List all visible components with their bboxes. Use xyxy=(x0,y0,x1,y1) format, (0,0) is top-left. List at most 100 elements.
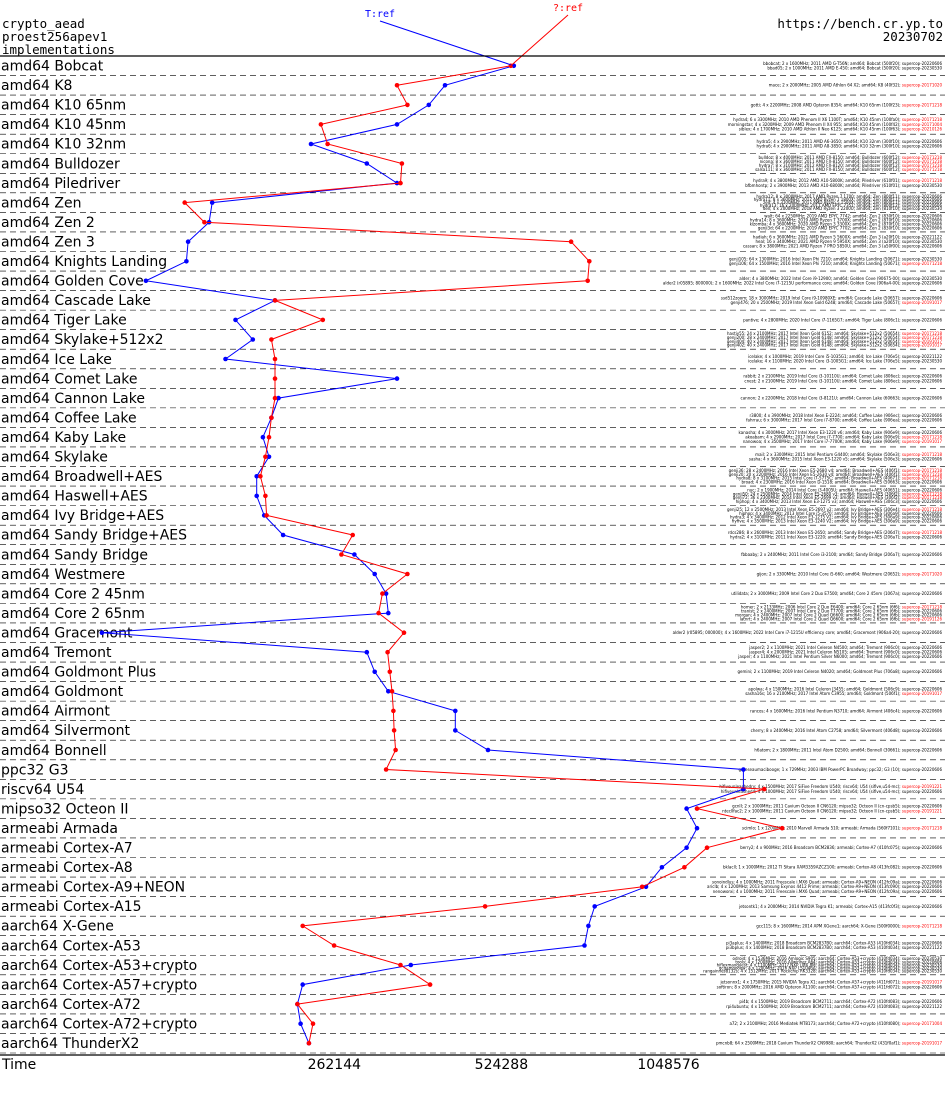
data-point xyxy=(263,493,268,499)
data-point xyxy=(276,395,281,401)
series-qref xyxy=(182,63,785,1046)
data-point xyxy=(485,747,491,753)
category-label: amd64 K8 xyxy=(1,78,72,94)
machine-detail: gcgamoooow; 4 x 1200MHz; 2016 NXP LS1046… xyxy=(719,966,943,971)
data-point xyxy=(684,806,689,811)
machine-detail: cherry; 8 x 2400MHz; 2016 Intel Atom C27… xyxy=(751,728,943,733)
data-point xyxy=(704,845,710,850)
machine-detail: nanowoa; 4 x 3500MHz; 2017 Intel Core i7… xyxy=(743,439,943,444)
data-point xyxy=(426,102,432,108)
data-point xyxy=(741,767,746,772)
data-point xyxy=(394,83,400,88)
category-label: aarch64 Cortex-A53+crypto xyxy=(1,958,197,974)
data-point xyxy=(694,825,700,831)
category-label: amd64 K10 65nm xyxy=(1,98,126,114)
machine-detail: odroid; 4 x 1536MHz; 2016 Amlogic S905; … xyxy=(733,956,943,961)
data-point xyxy=(380,591,385,596)
data-point xyxy=(386,610,391,616)
category-label: armeabi Cortex-A9+NEON xyxy=(1,880,185,896)
machine-detail: genji200; 28 x 2400MHz; 2017 Intel Xeon … xyxy=(727,335,943,340)
machine-detail: morgan; 4 x 2400MHz; 2007 Intel Core 2 Q… xyxy=(735,612,942,617)
category-row: amd64 Core 2 65nm homer; 2 x 2133MHz; 200… xyxy=(0,605,945,624)
data-point xyxy=(453,728,458,733)
category-row: amd64 Zen 3 hadiah; 6 x 3600MHz; 2021 AMD… xyxy=(0,234,945,252)
category-row: amd64 Cannon Lake cannon; 2 x 2200MHz; 20… xyxy=(0,391,945,409)
data-point xyxy=(325,141,330,147)
machine-detail: genji25; 12 x 2500MHz; 2013 Intel Xeon E… xyxy=(727,507,942,512)
category-label: armeabi Armada xyxy=(1,821,118,837)
machine-detail: fahrrau; 6 x 3000MHz; 2017 Intel Core i7… xyxy=(746,417,942,422)
machine-detail: latnrt; 4 x 2400MHz; 2007 Intel Core 2 Q… xyxy=(740,616,943,621)
data-point xyxy=(391,728,397,733)
machine-detail: rangainnes8132s; 4 x 1512MHz; 2017 Rockc… xyxy=(703,969,942,974)
data-point xyxy=(250,337,256,342)
category-label: aarch64 ThunderX2 xyxy=(1,1036,139,1052)
machine-detail: gcc115; 8 x 1600MHz; 2014 APM XGene1; aa… xyxy=(756,923,942,928)
category-row: amd64 K10 32nm hydra5; 4 x 2900MHz; 2011 … xyxy=(0,137,945,155)
machine-detail: scimIo; 1 x 1200MHz; 2010 Marvell Armada… xyxy=(742,826,942,831)
category-label: armeabi Cortex-A7 xyxy=(1,841,133,857)
data-point xyxy=(258,474,263,479)
machine-detail: genji20; 20 x 2200MHz; 2016 Intel Xeon E… xyxy=(729,472,943,477)
machine-detail: icelake; 4 x 1100MHz; 2020 Intel Core i3… xyxy=(748,359,942,364)
category-label: mipso32 Octeon II xyxy=(1,801,129,817)
data-point xyxy=(350,532,356,538)
machine-detail: genji106; 64 x 1500MHz; 2016 Intel Xeon … xyxy=(729,261,943,266)
category-label: aarch64 Cortex-A72+crypto xyxy=(1,1016,197,1032)
data-point xyxy=(254,493,259,499)
series-leader-line xyxy=(510,14,569,67)
machine-detail: sonoindlus; 4 x 1000MHz; 2011 Freescale … xyxy=(712,880,942,885)
category-row: amd64 Coffee Lake r3800; 4 x 3900MHz; 201… xyxy=(0,410,945,428)
data-point xyxy=(385,649,390,655)
category-row: amd64 Airmont rancos; 4 x 1600MHz; 2016 I… xyxy=(0,704,945,721)
implementations-heading: implementations xyxy=(2,42,115,57)
machine-detail: jetsonnx1; 4 x 1750MHz; 2015 NVIDIA Tegr… xyxy=(719,980,942,985)
data-point xyxy=(383,591,389,596)
category-label: amd64 Bonnell xyxy=(1,743,107,759)
category-row: aarch64 Cortex-A57+crypto jetsonnx1; 4 x … xyxy=(0,977,945,995)
category-row: aarch64 Cortex-A53 pi3aplus; 4 x 1400MHz;… xyxy=(0,938,945,956)
data-point xyxy=(659,865,665,870)
category-label: amd64 Kaby Lake xyxy=(1,430,126,446)
data-point xyxy=(372,669,378,675)
machine-detail: hifiveunleashed4; 4 x 1000MHz; 2017 SiFi… xyxy=(721,789,943,794)
category-row: amd64 Sandy Bridge+AES rdcs286; 8 x 2600M… xyxy=(0,528,945,546)
category-label: amd64 Haswell+AES xyxy=(1,489,148,505)
category-row: amd64 Bonnell h6atom; 2 x 1800MHz; 2011 I… xyxy=(0,743,945,761)
data-point xyxy=(254,474,259,479)
category-row: amd64 Piledriver hydra9; 4 x 3800MHz; 201… xyxy=(0,176,945,194)
machine-detail: walt; 64 x 2250MHz; 2019 AMD EPYC 7742; … xyxy=(764,214,942,219)
category-label: amd64 Tiger Lake xyxy=(1,313,127,329)
machine-detail: apolwa; 4 x 1500MHz; 2016 Intel Celeron … xyxy=(748,686,942,691)
machine-detail: hastiy55; 24 x 2100MHz; 2017 Intel Xeon … xyxy=(727,331,942,336)
series-label: ?:ref xyxy=(553,3,583,14)
machine-detail: broad; 4 x 2300MHz; 2016 Intel Xeon D-15… xyxy=(742,480,943,485)
category-label: amd64 Goldmont Plus xyxy=(1,665,156,681)
category-row: armeabi Cortex-A9+NEON sonoindlus; 4 x 10… xyxy=(0,880,945,897)
category-row: amd64 Tremont jasper2; 2 x 1100MHz; 2021 … xyxy=(0,645,945,663)
category-label: amd64 Skylake xyxy=(1,450,108,466)
category-row: aarch64 Cortex-A53+crypto odroid; 4 x 153… xyxy=(0,956,945,976)
category-row: amd64 Zen 2 walt; 64 x 2250MHz; 2019 AMD … xyxy=(0,214,945,233)
category-label: amd64 Piledriver xyxy=(1,176,120,192)
data-point xyxy=(260,434,266,440)
category-label: amd64 Zen 2 xyxy=(1,215,95,231)
machine-detail: fbbaaby; 2 x 2400MHz; 2011 Intel Core i3… xyxy=(741,552,942,557)
machine-detail: mail; 2 x 3300MHz; 2015 Intel Pentium G4… xyxy=(755,452,942,457)
category-label: amd64 Bobcat xyxy=(1,59,104,75)
data-point xyxy=(209,200,215,205)
category-row: aarch64 ThunderX2 pmcnb8; 64 x 2500MHz; 2… xyxy=(0,1036,945,1054)
category-row: aarch64 X-Gene gcc115; 8 x 1600MHz; 2014 … xyxy=(0,919,945,937)
data-point xyxy=(405,571,410,577)
data-point xyxy=(295,1001,300,1007)
series-tref xyxy=(99,63,746,1046)
category-label: amd64 Cascade Lake xyxy=(1,293,151,309)
data-point xyxy=(310,1021,316,1026)
machine-detail: nuc; 2 x 1900MHz; 2014 Intel Core i3-400… xyxy=(747,487,942,492)
machine-detail: hydra3; 4 x 3400MHz; 2012 Intel Xeon E3-… xyxy=(730,515,942,520)
data-point xyxy=(387,669,393,675)
data-point xyxy=(394,376,400,381)
data-point xyxy=(318,122,324,127)
category-label: aarch64 Cortex-A72 xyxy=(1,997,141,1013)
x-tick-label: 1048576 xyxy=(637,1057,699,1073)
